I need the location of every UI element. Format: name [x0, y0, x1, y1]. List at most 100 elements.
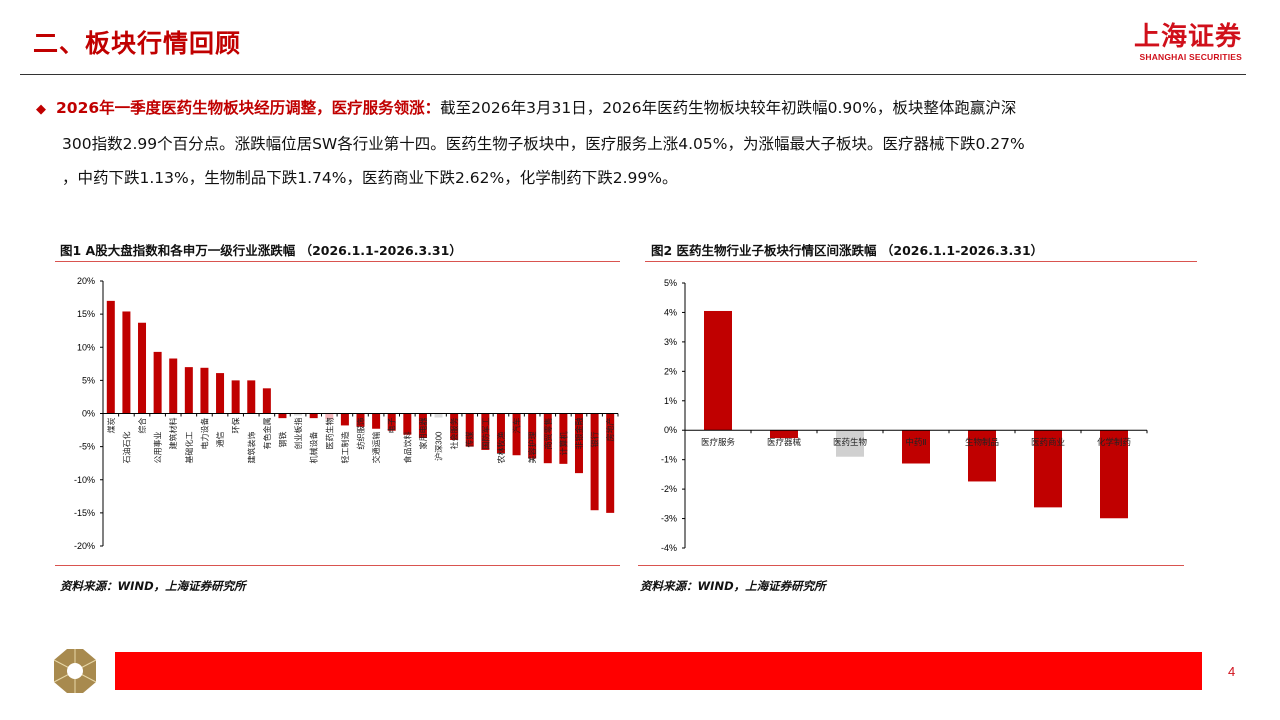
brand-logo: 上海证券 SHANGHAI SECURITIES — [1134, 22, 1242, 62]
figure-1-top-rule — [55, 261, 620, 262]
bar — [559, 413, 568, 464]
bar — [294, 413, 303, 416]
bar — [434, 413, 443, 418]
bar — [836, 430, 864, 457]
y-tick-label: 0% — [82, 409, 95, 419]
bar — [216, 373, 225, 414]
bar — [1034, 430, 1062, 508]
bar — [403, 413, 412, 435]
x-category-label: 电子 — [387, 418, 397, 434]
x-category-label: 钢铁 — [277, 432, 287, 448]
x-category-label: 轻工制造 — [340, 432, 350, 464]
bar — [372, 413, 381, 429]
x-category-label: 传媒 — [465, 432, 475, 448]
x-category-label: 中药Ⅱ — [905, 437, 926, 447]
x-category-label: 通信 — [215, 432, 225, 448]
y-tick-label: -1% — [661, 455, 677, 465]
x-category-label: 医药生物 — [833, 437, 868, 447]
bar — [528, 413, 537, 459]
y-tick-label: 1% — [664, 396, 677, 406]
y-tick-label: 0% — [664, 425, 677, 435]
bar — [574, 413, 583, 474]
bar — [450, 413, 459, 440]
bar — [356, 413, 365, 427]
x-category-label: 汽车 — [512, 418, 522, 434]
x-category-label: 国防军工 — [480, 418, 490, 450]
x-category-label: 食品饮料 — [402, 432, 412, 464]
y-tick-label: -3% — [661, 514, 677, 524]
diamond-icon: ◆ — [36, 102, 46, 117]
x-category-label: 综合 — [137, 418, 147, 434]
x-category-label: 石油石化 — [121, 432, 131, 464]
x-category-label: 非银金融 — [574, 418, 584, 450]
bar — [770, 430, 798, 439]
page-title: 二、板块行情回顾 — [33, 29, 242, 58]
x-category-label: 纺织服饰 — [356, 418, 366, 450]
x-category-label: 银行 — [590, 432, 600, 448]
bar — [704, 310, 732, 431]
bar — [481, 413, 490, 450]
figure-1-source: 资料来源：WIND，上海证券研究所 — [60, 579, 246, 593]
y-tick-label: -4% — [661, 543, 677, 553]
x-category-label: 商贸零售 — [543, 418, 553, 450]
x-category-label: 医疗器械 — [767, 437, 802, 447]
bar — [309, 413, 318, 419]
bar — [247, 380, 256, 414]
summary-lead: 2026年一季度医药生物板块经历调整，医疗服务领涨： — [56, 99, 441, 117]
x-category-label: 有色金属 — [262, 418, 272, 450]
bar — [590, 413, 599, 511]
bar — [262, 388, 271, 414]
bar — [543, 413, 552, 464]
y-tick-label: 10% — [77, 342, 95, 352]
bar — [325, 413, 334, 420]
bar — [465, 413, 474, 447]
x-category-label: 房地产 — [605, 418, 615, 442]
x-category-label: 医疗服务 — [701, 437, 736, 447]
bar — [512, 413, 521, 456]
bar — [122, 311, 131, 414]
bar — [968, 430, 996, 482]
x-category-label: 医药生物 — [324, 418, 334, 450]
page-number: 4 — [1228, 664, 1236, 679]
bar — [902, 430, 930, 464]
bar — [1100, 430, 1128, 519]
x-category-label: 农林牧渔 — [496, 432, 506, 464]
bar — [153, 351, 162, 414]
x-category-label: 化学制药 — [1097, 437, 1131, 447]
figure-2-bottom-rule — [638, 565, 1184, 566]
figure-1-bottom-rule — [55, 565, 620, 566]
logo-cn: 上海证券 — [1133, 22, 1242, 52]
x-category-label: 机械设备 — [309, 432, 319, 464]
y-tick-label: 4% — [664, 307, 677, 317]
x-category-label: 环保 — [231, 418, 241, 434]
bar — [106, 300, 115, 414]
bar — [606, 413, 615, 513]
x-category-label: 家用电器 — [418, 418, 428, 450]
y-tick-label: 15% — [77, 309, 95, 319]
x-category-label: 美容护理 — [527, 432, 537, 464]
octagon-emblem-icon — [53, 649, 97, 693]
bar — [340, 413, 349, 426]
x-category-label: 电力设备 — [199, 418, 209, 450]
figure-2-chart: 5% 4% 3% 2% 1% 0% -1% -2% -3% -4% 医疗服务 医疗器械 医药生物 中药Ⅱ 生… — [661, 278, 1148, 553]
x-category-label: 公用事业 — [153, 432, 163, 464]
bar — [138, 322, 147, 414]
x-category-label: 建筑材料 — [168, 418, 178, 450]
bar — [496, 413, 505, 454]
y-tick-label: -2% — [661, 484, 677, 494]
x-category-label: 计算机 — [558, 432, 568, 456]
header-divider — [20, 74, 1246, 75]
figure-2-source: 资料来源：WIND，上海证券研究所 — [640, 579, 826, 593]
bar — [387, 413, 396, 431]
x-category-label: 社会服务 — [449, 418, 459, 450]
figure-1-chart: 20% 15% 10% 5% 0% -5% -10% -15% -20% 煤炭石油石化综合公用事业… — [74, 276, 619, 551]
y-tick-label: -20% — [74, 541, 95, 551]
summary-line-3: ，中药下跌1.13%，生物制品下跌1.74%，医药商业下跌2.62%，化学制药下… — [62, 169, 678, 187]
summary-line-2: 300指数2.99个百分点。涨跌幅位居SW各行业第十四。医药生物子板块中，医疗服… — [62, 135, 1025, 153]
logo-en: SHANGHAI SECURITIES — [1139, 52, 1242, 62]
footer-bar — [115, 652, 1202, 690]
x-category-label: 沪深300 — [434, 431, 444, 461]
y-tick-label: 3% — [664, 337, 677, 347]
summary-paragraph: ◆ 2026年一季度医药生物板块经历调整，医疗服务领涨：截至2026年3月31日，… — [36, 91, 1226, 195]
y-tick-label: -15% — [74, 508, 95, 518]
